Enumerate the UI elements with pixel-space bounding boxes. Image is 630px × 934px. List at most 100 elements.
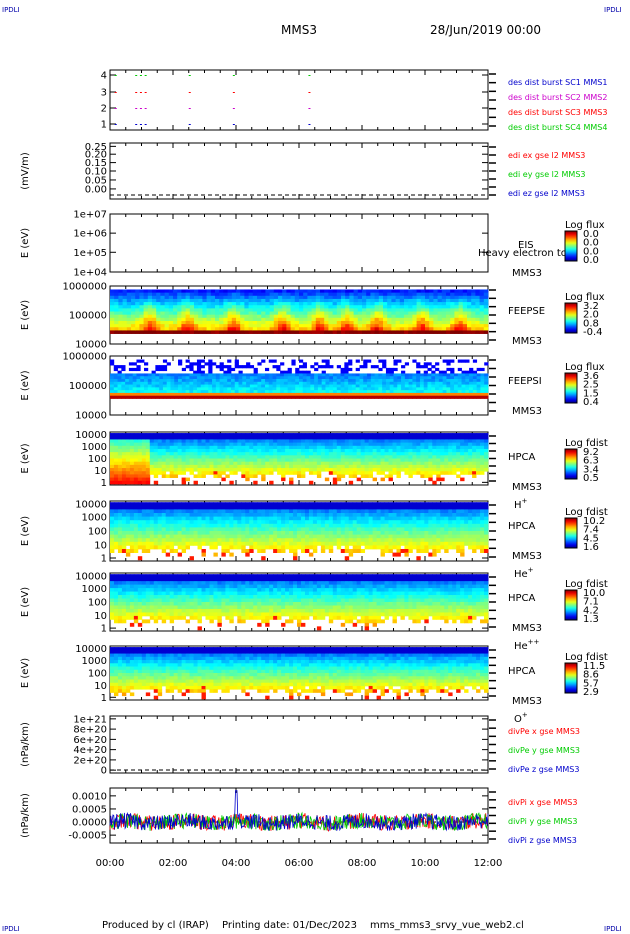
spectrogram-cell [257, 324, 262, 328]
spectrogram-cell [467, 311, 472, 316]
spectrogram-cell [173, 302, 178, 306]
spectrogram-cell [310, 365, 315, 369]
spectrogram-cell [241, 502, 246, 507]
spectrogram-cell [429, 320, 434, 325]
spectrogram-cell [316, 541, 322, 546]
spectrogram-cell [429, 314, 434, 319]
spectrogram-cell [392, 442, 397, 447]
spectrogram-cell [299, 302, 304, 306]
spectrogram-cell [209, 502, 214, 507]
spectrogram-cell [223, 324, 228, 328]
spectrogram-cell [193, 480, 198, 485]
spectrogram-cell [161, 433, 167, 437]
spectrogram-cell [177, 445, 183, 450]
spectrogram-cell [458, 314, 464, 319]
spectrogram-cell [300, 474, 306, 478]
spectrogram-cell [461, 387, 466, 391]
spectrogram-cell [281, 513, 286, 517]
spectrogram-cell [420, 330, 426, 334]
spectrogram-cell [297, 516, 302, 521]
spectrogram-cell [202, 302, 207, 306]
spectrogram-cell [416, 327, 422, 331]
spectrogram-cell [340, 442, 346, 447]
spectrogram-cell [412, 458, 417, 463]
spectrogram-cell [269, 502, 274, 507]
spectrogram-cell [249, 448, 254, 453]
spectrogram-cell [424, 448, 429, 453]
spectrogram-cell [464, 436, 469, 440]
spectrogram-cell [117, 461, 123, 466]
spectrogram-cell [137, 538, 143, 543]
spectrogram-cell [328, 448, 334, 453]
spectrogram-cell [408, 373, 413, 377]
spectrogram-cell [269, 471, 274, 475]
spectrogram-cell [307, 327, 312, 331]
spectrogram-cell [117, 436, 123, 440]
spectrogram-cell [308, 502, 314, 507]
spectrogram-cell [269, 545, 274, 550]
spectrogram-cell [328, 327, 333, 331]
spectrogram-cell [440, 464, 445, 469]
spectrogram-cell [307, 317, 312, 322]
spectrogram-cell [281, 439, 286, 443]
spectrogram-cell [272, 373, 277, 377]
spectrogram-cell [265, 433, 270, 437]
spectrogram-cell [348, 359, 353, 363]
spectrogram-cell [397, 376, 402, 380]
spectrogram-cell [391, 314, 396, 319]
spectrogram-cell [265, 448, 270, 453]
spectrogram-cell [174, 381, 179, 385]
spectrogram-cell [472, 379, 478, 383]
spectrogram-cell [231, 305, 237, 309]
spectrogram-cell [277, 445, 282, 450]
spectrogram-cell [448, 448, 453, 453]
spectrogram-cell [208, 373, 213, 377]
spectrogram-cell [110, 471, 115, 475]
spectrogram-cell [324, 464, 330, 469]
spectrogram-cell [416, 455, 421, 459]
spectrogram-cell [185, 505, 190, 510]
spectrogram-cell [212, 392, 217, 397]
spectrogram-cell [416, 305, 422, 309]
spectrogram-cell [385, 390, 391, 394]
spectrogram-cell [139, 308, 144, 312]
spectrogram-cell [261, 464, 266, 469]
spectrogram-cell [209, 455, 214, 459]
spectrogram-cell [133, 461, 139, 466]
spectrogram-cell [215, 387, 221, 391]
spectrogram-cell [204, 373, 209, 377]
spectrogram-cell [125, 433, 131, 437]
spectrogram-cell [297, 461, 302, 466]
spectrogram-cell [320, 509, 326, 514]
spectrogram-cell [149, 464, 155, 469]
spectrogram-cell [360, 445, 366, 450]
colorbar-tick-label: 2.5 [583, 380, 599, 391]
spectrogram-cell [441, 292, 447, 297]
spectrogram-cell [282, 324, 287, 328]
spectrogram-cell [206, 302, 212, 306]
spectrogram-cell [277, 458, 282, 463]
spectrogram-cell [450, 308, 455, 312]
spectrogram-cell [194, 311, 199, 316]
spectrogram-cell [173, 549, 179, 553]
panel-frame-burst [109, 69, 489, 131]
spectrogram-cell [391, 302, 396, 306]
spectrogram-cell [269, 302, 275, 306]
spectrogram-cell [285, 513, 290, 517]
spectrogram-cell [472, 442, 477, 447]
spectrogram-cell [273, 531, 278, 535]
spectrogram-cell [321, 365, 326, 369]
spectrogram-cell [479, 320, 485, 325]
spectrogram-cell [137, 477, 143, 482]
spectrogram-cell [469, 373, 474, 377]
spectrogram-cell [420, 295, 426, 300]
spectrogram-cell [121, 516, 127, 521]
spectrogram-cell [197, 455, 202, 459]
spectrogram-cell [325, 376, 330, 380]
spectrogram-cell [336, 373, 341, 377]
spectrogram-cell [245, 534, 250, 539]
spectrogram-cell [458, 317, 464, 322]
spectrogram-cell [253, 392, 258, 397]
spectrogram-cell [221, 442, 226, 447]
y-tick-label: 0.05 [85, 175, 107, 186]
